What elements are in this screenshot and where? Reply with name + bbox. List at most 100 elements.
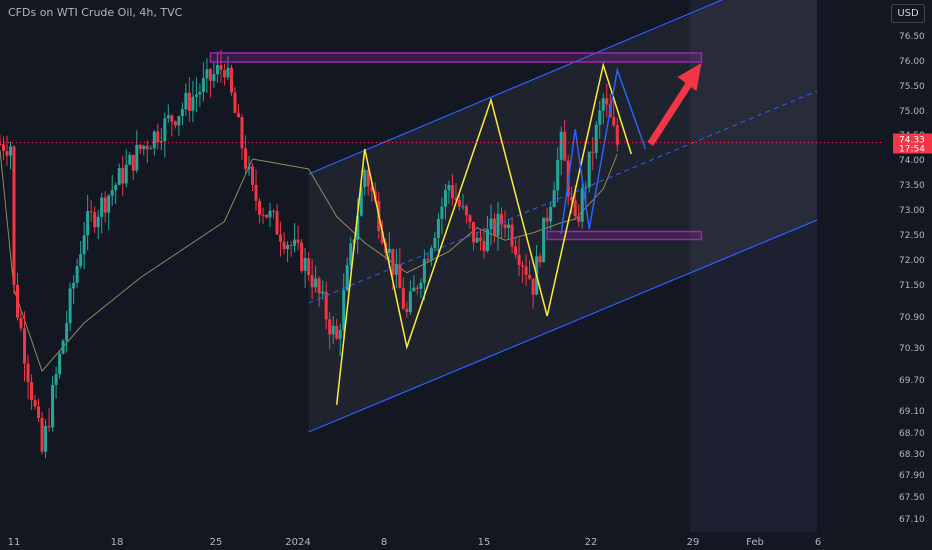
candle-body (517, 254, 521, 266)
candle-body (601, 98, 605, 111)
candle-body (96, 216, 100, 228)
candle (135, 130, 139, 174)
candle (72, 275, 76, 305)
candle (215, 51, 219, 83)
candle-body (268, 210, 272, 218)
candle-body (436, 218, 440, 238)
candle (159, 128, 163, 150)
channel-mid-line (308, 90, 818, 304)
y-tick-label: 75.50 (899, 82, 925, 92)
channel-upper-line (308, 0, 724, 175)
candle (471, 221, 475, 251)
last-price-badge (893, 133, 932, 154)
candle-body (37, 406, 41, 418)
candle-body (110, 190, 114, 196)
candle (468, 214, 472, 229)
candle-body (180, 109, 184, 117)
candle-body (338, 330, 342, 339)
candle-body (370, 186, 374, 192)
candle-body (528, 274, 532, 279)
candle (205, 58, 209, 93)
candle (208, 67, 212, 98)
candle-body (303, 258, 307, 272)
candle (107, 194, 111, 230)
candle (338, 323, 342, 356)
candle-body (563, 131, 567, 161)
candle (426, 252, 430, 262)
candle (405, 301, 409, 318)
candle (324, 281, 328, 330)
candle (594, 121, 598, 159)
candle (450, 174, 454, 206)
candle (40, 411, 44, 455)
candle (496, 201, 500, 252)
candle-body (72, 282, 76, 289)
candle (54, 366, 58, 399)
candle (412, 274, 416, 292)
channel-lower-line (308, 219, 818, 433)
candle (65, 310, 69, 353)
candle (110, 174, 114, 206)
x-tick-label: 2024 (285, 537, 310, 548)
candle-body (23, 328, 27, 364)
candle (598, 100, 602, 139)
candle-body (615, 125, 619, 145)
candle (517, 237, 521, 277)
candle (114, 182, 118, 205)
candle-body (16, 284, 20, 318)
candle (68, 282, 72, 332)
candle-body (51, 384, 55, 428)
candle-body (33, 400, 37, 407)
candle-body (275, 211, 279, 235)
candle-body (194, 94, 198, 97)
candle (47, 408, 51, 432)
candle (328, 312, 332, 350)
candle-body (482, 240, 486, 252)
candle-body (307, 258, 311, 276)
candle (370, 182, 374, 202)
y-tick-label: 67.90 (899, 471, 925, 481)
channel-fill (308, 0, 817, 432)
x-tick-label: 11 (8, 537, 21, 548)
candle (229, 64, 233, 97)
projection-path (560, 67, 647, 235)
candle (131, 154, 135, 180)
candle (542, 217, 546, 263)
candle-body (387, 248, 391, 253)
candle-body (433, 237, 437, 248)
candle-body (314, 278, 318, 288)
candle-body (559, 131, 563, 160)
candle (605, 83, 609, 118)
candle (61, 339, 65, 355)
candle-body (163, 118, 167, 142)
candle-body (545, 217, 549, 222)
candle (26, 355, 30, 400)
candle-body (0, 144, 2, 145)
y-tick-label: 75.00 (899, 107, 925, 117)
candle-body (226, 67, 230, 78)
candle-body (514, 246, 518, 255)
candle (296, 225, 300, 250)
candle (478, 230, 482, 251)
candle-body (233, 92, 237, 113)
x-tick-label: 29 (687, 537, 700, 548)
candle-body (159, 141, 163, 143)
candle (408, 280, 412, 315)
candle-body (86, 211, 90, 236)
candle (8, 141, 12, 170)
candle-body (345, 265, 349, 290)
candle (366, 165, 370, 196)
candle-body (261, 214, 265, 216)
candle-body (552, 190, 556, 207)
candle-body (454, 198, 458, 201)
candle-body (380, 231, 384, 244)
candle (247, 156, 251, 176)
candle (1, 136, 5, 160)
candle (240, 113, 244, 160)
candle-body (191, 96, 195, 111)
currency-button[interactable]: USD (891, 4, 925, 23)
candle (331, 316, 335, 344)
candle-body (359, 187, 363, 216)
